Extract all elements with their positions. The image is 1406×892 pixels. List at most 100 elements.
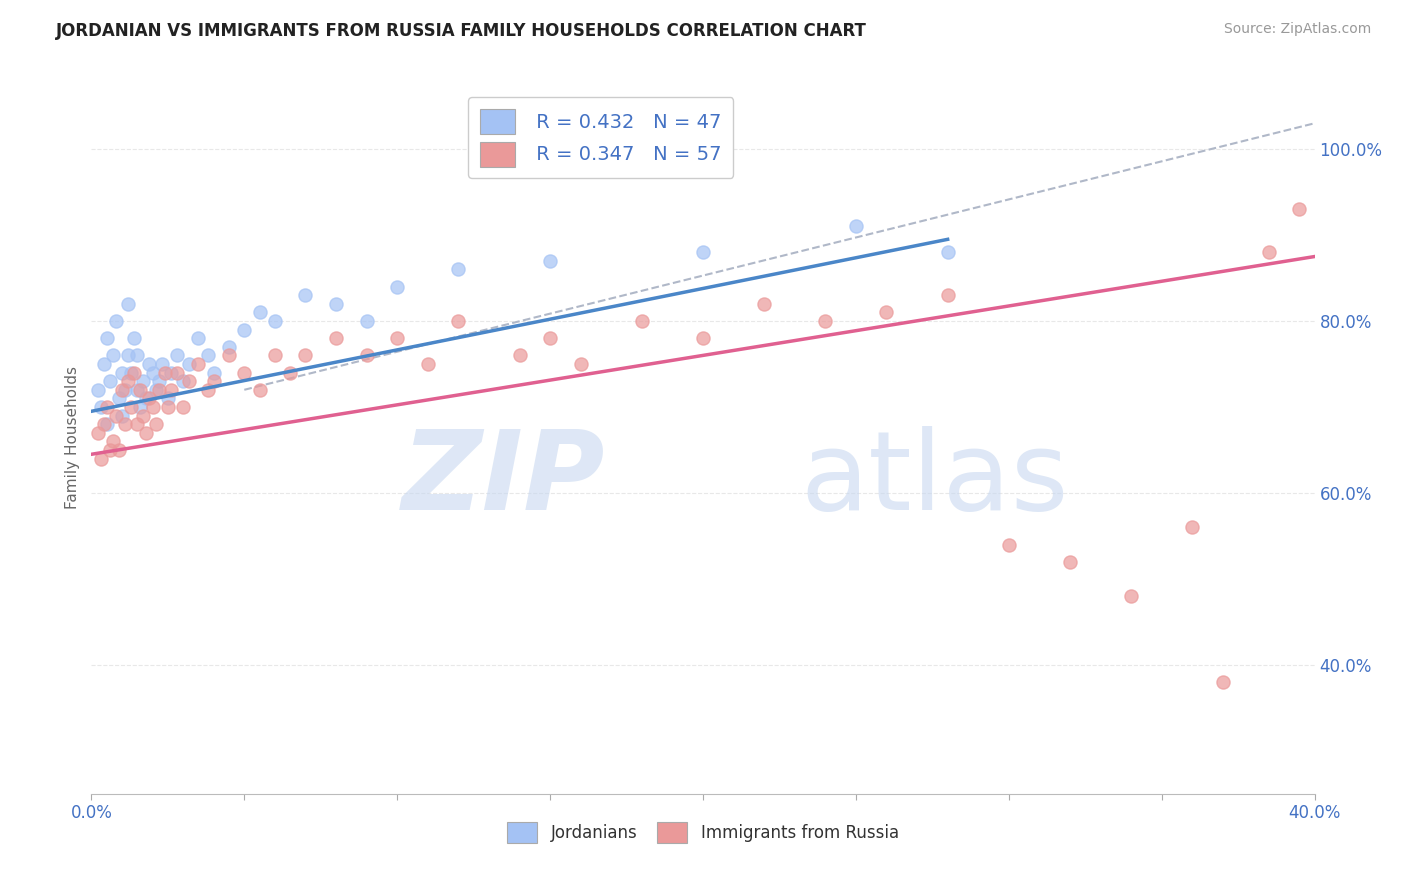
Point	[96, 331, 118, 345]
Point	[294, 348, 316, 362]
Point	[187, 357, 209, 371]
Point	[129, 400, 152, 414]
Point	[120, 366, 142, 380]
Point	[160, 383, 183, 397]
Point	[1212, 675, 1234, 690]
Point	[814, 314, 837, 328]
Point	[135, 425, 157, 440]
Point	[1121, 589, 1143, 603]
Point	[114, 417, 136, 432]
Point	[93, 357, 115, 371]
Point	[108, 442, 131, 457]
Point	[294, 288, 316, 302]
Point	[385, 279, 409, 293]
Point	[120, 400, 142, 414]
Point	[138, 392, 160, 406]
Point	[172, 400, 194, 414]
Point	[218, 348, 240, 362]
Point	[569, 357, 592, 371]
Point	[138, 357, 160, 371]
Point	[111, 409, 134, 423]
Point	[104, 409, 127, 423]
Point	[416, 357, 439, 371]
Point	[936, 245, 959, 260]
Point	[447, 262, 470, 277]
Point	[132, 409, 155, 423]
Point	[96, 400, 118, 414]
Point	[538, 331, 561, 345]
Point	[101, 434, 124, 449]
Point	[108, 392, 131, 406]
Point	[148, 383, 170, 397]
Point	[218, 340, 240, 354]
Point	[325, 331, 347, 345]
Point	[264, 314, 287, 328]
Point	[135, 392, 157, 406]
Point	[692, 245, 714, 260]
Point	[179, 357, 201, 371]
Point	[148, 374, 170, 388]
Point	[141, 366, 163, 380]
Point	[233, 323, 256, 337]
Point	[264, 348, 287, 362]
Point	[153, 366, 176, 380]
Point	[156, 392, 179, 406]
Point	[111, 383, 134, 397]
Point	[278, 366, 301, 380]
Text: Source: ZipAtlas.com: Source: ZipAtlas.com	[1223, 22, 1371, 37]
Point	[114, 383, 136, 397]
Point	[111, 366, 134, 380]
Point	[98, 374, 121, 388]
Point	[90, 451, 112, 466]
Point	[156, 400, 179, 414]
Point	[1181, 520, 1204, 534]
Point	[179, 374, 201, 388]
Point	[104, 314, 127, 328]
Text: JORDANIAN VS IMMIGRANTS FROM RUSSIA FAMILY HOUSEHOLDS CORRELATION CHART: JORDANIAN VS IMMIGRANTS FROM RUSSIA FAMI…	[56, 22, 868, 40]
Point	[127, 348, 149, 362]
Point	[122, 331, 145, 345]
Point	[150, 357, 173, 371]
Point	[160, 366, 183, 380]
Point	[93, 417, 115, 432]
Point	[202, 366, 225, 380]
Legend: Jordanians, Immigrants from Russia: Jordanians, Immigrants from Russia	[501, 815, 905, 850]
Point	[1288, 202, 1310, 217]
Point	[538, 253, 561, 268]
Point	[197, 348, 219, 362]
Point	[356, 348, 378, 362]
Point	[845, 219, 868, 234]
Point	[356, 314, 378, 328]
Point	[145, 383, 167, 397]
Text: ZIP: ZIP	[402, 426, 605, 533]
Point	[141, 400, 163, 414]
Point	[172, 374, 194, 388]
Point	[249, 383, 271, 397]
Point	[325, 297, 347, 311]
Point	[197, 383, 219, 397]
Point	[249, 305, 271, 319]
Point	[86, 383, 108, 397]
Point	[692, 331, 714, 345]
Point	[117, 297, 139, 311]
Point	[1257, 245, 1279, 260]
Point	[166, 348, 188, 362]
Point	[187, 331, 209, 345]
Point	[447, 314, 470, 328]
Point	[998, 537, 1021, 551]
Text: atlas: atlas	[801, 426, 1070, 533]
Point	[132, 374, 155, 388]
Point	[936, 288, 959, 302]
Point	[1059, 555, 1081, 569]
Point	[129, 383, 152, 397]
Point	[631, 314, 654, 328]
Point	[127, 417, 149, 432]
Point	[96, 417, 118, 432]
Point	[145, 417, 167, 432]
Point	[122, 366, 145, 380]
Point	[754, 297, 776, 311]
Point	[90, 400, 112, 414]
Point	[98, 442, 121, 457]
Point	[166, 366, 188, 380]
Point	[385, 331, 409, 345]
